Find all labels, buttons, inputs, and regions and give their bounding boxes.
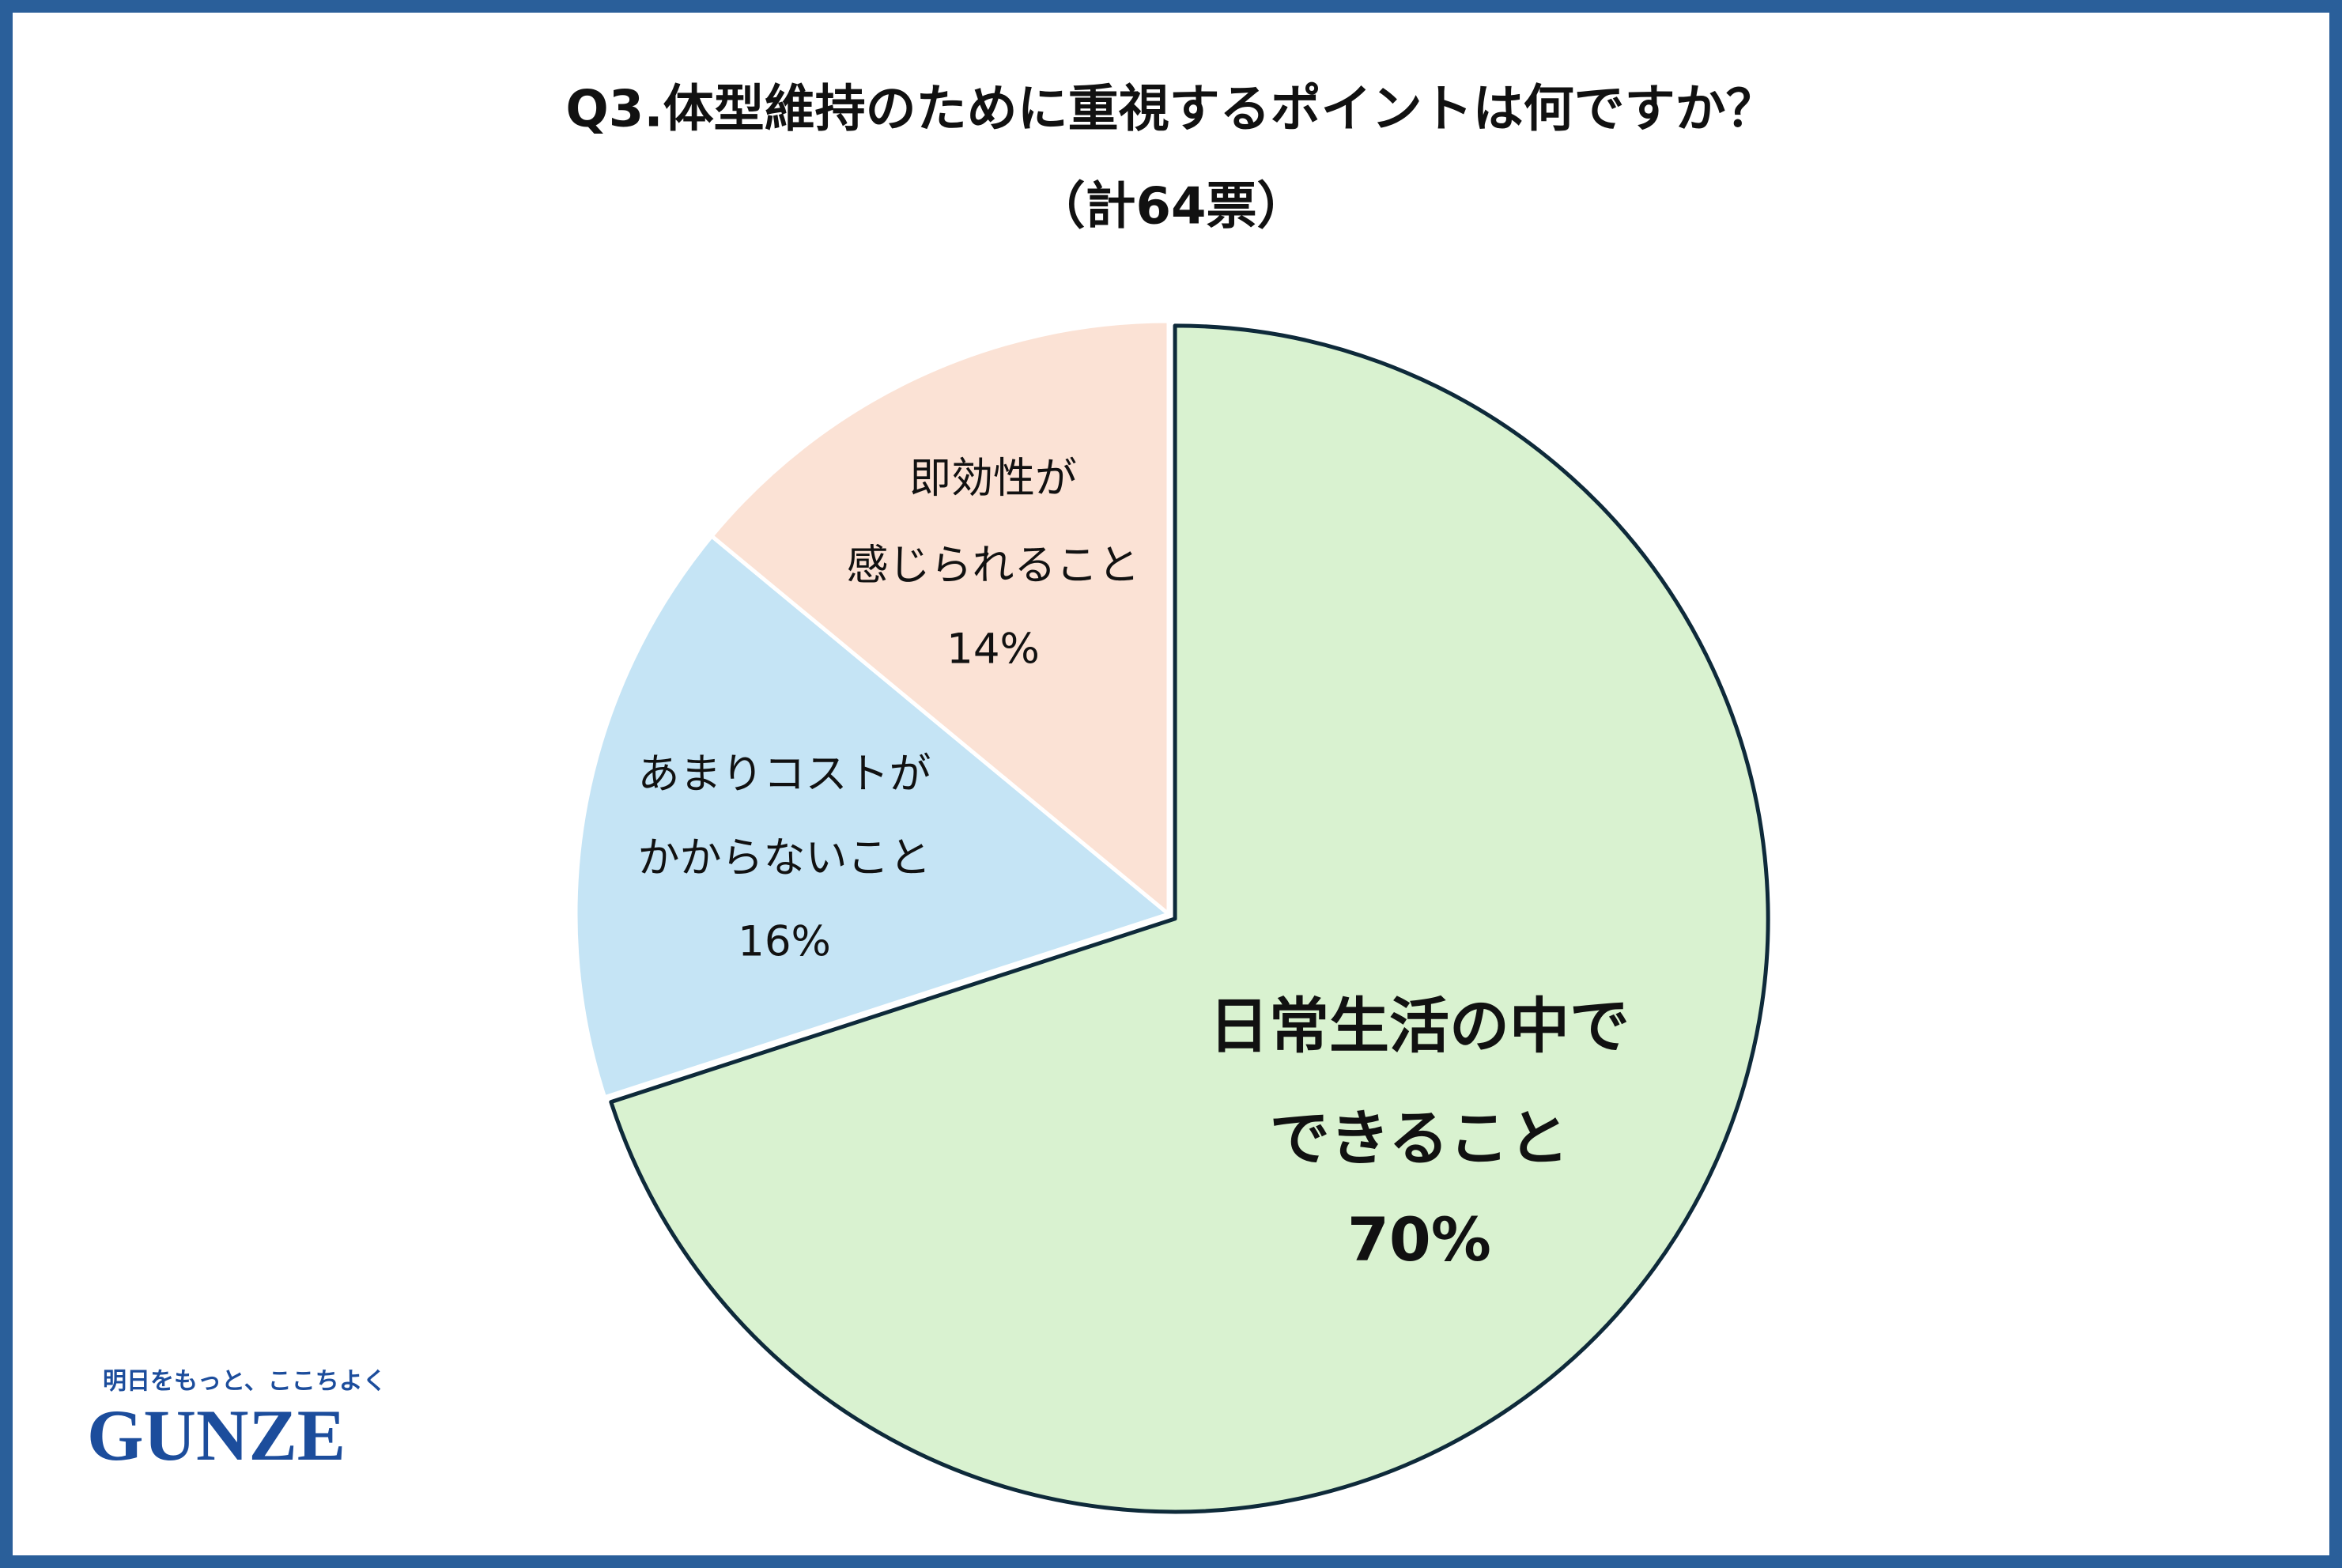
value-label: 14%: [946, 625, 1040, 674]
slice-label: 日常生活の中で: [1209, 991, 1630, 1061]
logo-tagline: 明日をもっと、ここちよく: [103, 1368, 387, 1396]
logo-name: GUNZE: [87, 1395, 346, 1475]
pie-slice: [573, 534, 1171, 1100]
slice-label: かからないこと: [638, 834, 931, 882]
pie-slice: [709, 319, 1171, 916]
chart-title: Q3.体型維持のために重視するポイントは何ですか？: [565, 81, 1776, 139]
slice-label: 即効性が: [909, 455, 1077, 503]
pie-slice: [609, 323, 1770, 1514]
slice-label: あまりコストが: [638, 750, 931, 799]
slice-label: 感じられること: [847, 542, 1140, 590]
chart-subtitle: （計64票）: [1034, 178, 1307, 236]
value-label: 70%: [1347, 1204, 1491, 1275]
value-label: 16%: [738, 918, 831, 966]
slice-label: できること: [1270, 1103, 1569, 1173]
